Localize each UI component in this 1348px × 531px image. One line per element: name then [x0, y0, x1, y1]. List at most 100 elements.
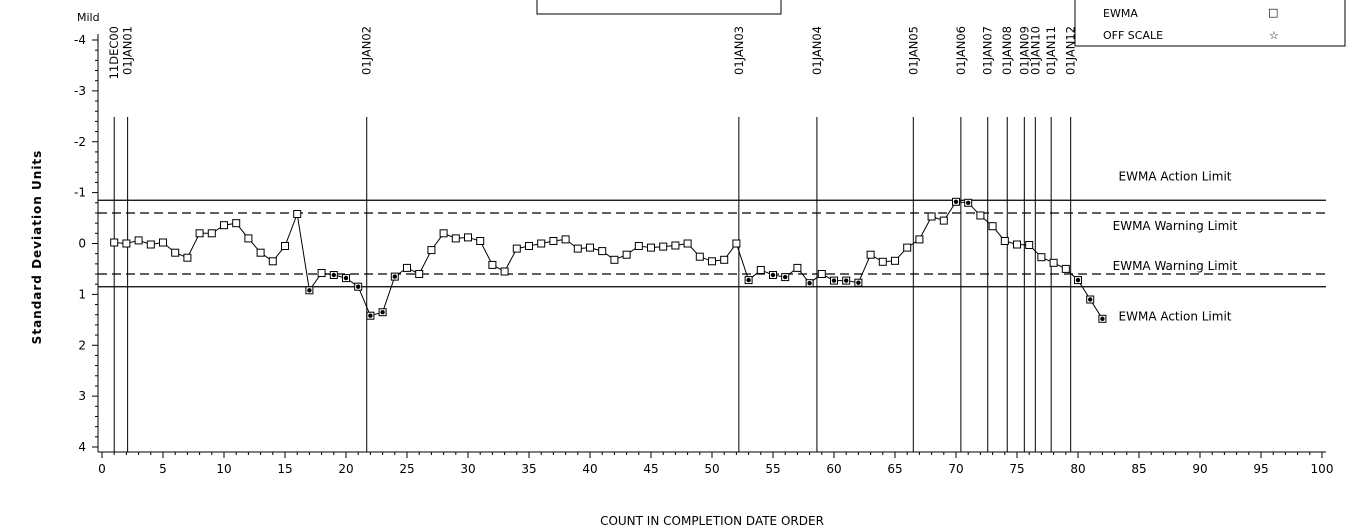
y-tick-label: -4: [74, 33, 86, 47]
ewma-point: [647, 243, 655, 252]
legend: EWMA □ OFF SCALE ☆: [1074, 0, 1346, 47]
ewma-point: [720, 255, 729, 264]
ewma-point: [817, 270, 826, 278]
ewma-point: [171, 248, 180, 257]
ewma-point: [512, 244, 521, 253]
x-tick-label: 80: [1070, 462, 1085, 476]
ewma-point: [878, 257, 887, 266]
date-marker-label: 01JAN09: [1017, 26, 1031, 75]
date-marker-label: 01JAN08: [1000, 26, 1014, 75]
y-tick-label: 0: [78, 237, 86, 251]
legend-label-off-scale: OFF SCALE: [1103, 29, 1163, 42]
ewma-point: [122, 239, 131, 248]
date-marker-label: 01JAN05: [906, 26, 920, 75]
ewma-point: [1049, 258, 1058, 267]
ewma-point: [1061, 264, 1070, 273]
ewma-point: [500, 267, 509, 276]
ewma-point: [598, 247, 607, 256]
y-tick-label: 1: [78, 287, 86, 301]
ewma-point-flag: [380, 310, 385, 315]
x-tick-label: 85: [1131, 462, 1146, 476]
date-marker-label: 11DEC00: [107, 26, 121, 79]
ewma-point-flag: [1088, 297, 1093, 302]
ewma-point: [281, 242, 289, 250]
date-marker-label: 01JAN07: [981, 26, 995, 75]
ewma-point: [525, 242, 533, 250]
ewma-point: [793, 263, 802, 272]
x-tick-label: 45: [643, 462, 658, 476]
x-tick-label: 35: [521, 462, 536, 476]
ewma-point: [586, 243, 594, 252]
y-tick-label: 4: [78, 440, 86, 454]
x-tick-label: 40: [582, 462, 597, 476]
ewma-point: [232, 219, 241, 228]
ewma-point: [671, 241, 680, 250]
ewma-point: [146, 240, 155, 249]
date-markers: 11DEC00 01JAN01 01JAN02 01JAN03 01JAN04 01JAN…: [107, 26, 1078, 452]
ewma-point-flag: [807, 281, 812, 286]
ewma-point-flag: [831, 278, 837, 283]
y-tick-label: -1: [74, 186, 86, 200]
x-tick-label: 70: [948, 462, 963, 476]
date-marker-label: 01JAN04: [810, 26, 824, 75]
ewma-series-line: [114, 201, 1103, 320]
ewma-point: [891, 256, 899, 265]
ewma-point: [488, 260, 497, 269]
ewma-point: [403, 263, 411, 272]
date-marker-label: 01JAN12: [1064, 26, 1078, 75]
ewma-point-flag: [856, 280, 861, 285]
ewma-point: [988, 222, 997, 231]
x-tick-label: 10: [216, 462, 231, 476]
ewma-point: [244, 234, 253, 243]
x-tick-label: 25: [399, 462, 414, 476]
ewma-point: [549, 237, 558, 245]
x-tick-label: 65: [887, 462, 902, 476]
ewma-point: [1025, 241, 1034, 249]
y-unit-label: Mild: [77, 11, 100, 24]
y-axis-title: Standard Deviation Units: [30, 150, 44, 345]
ewma-point: [866, 250, 875, 259]
ewma-point-flag: [343, 275, 349, 281]
ewma-point: [1013, 240, 1021, 249]
x-tick-label: 55: [765, 462, 780, 476]
ewma-point-flag: [1100, 316, 1105, 321]
ewma-point: [927, 212, 936, 221]
y-tick-label: -3: [74, 84, 86, 98]
x-tick-label: 60: [826, 462, 841, 476]
x-tick-label: 20: [338, 462, 353, 476]
ewma-point: [732, 239, 741, 248]
ewma-point: [464, 233, 472, 242]
ewma-point: [756, 266, 765, 274]
ewma-point-flag: [966, 200, 971, 205]
top-center-box: [536, 0, 782, 15]
ewma-point: [537, 239, 546, 248]
ewma-point: [427, 246, 436, 255]
x-tick-label: 5: [159, 462, 167, 476]
limit-label: EWMA Warning Limit: [1113, 259, 1238, 273]
ewma-point: [659, 242, 668, 251]
ewma-point: [110, 238, 119, 247]
x-tick-label: 90: [1192, 462, 1207, 476]
date-marker-label: 01JAN02: [360, 26, 374, 75]
legend-box: [1074, 0, 1346, 47]
ewma-point: [195, 229, 204, 238]
ewma-point: [268, 257, 277, 266]
ewma-point: [683, 239, 692, 248]
ewma-point: [573, 244, 582, 253]
ewma-point-flag: [746, 277, 751, 283]
y-tick-label: -2: [74, 135, 86, 149]
x-tick-label: 100: [1311, 462, 1334, 476]
ewma-point-flag: [770, 272, 776, 278]
ewma-point: [183, 253, 192, 262]
date-marker-label: 01JAN03: [732, 26, 746, 75]
ewma-point: [976, 211, 985, 220]
ewma-point-flag: [392, 274, 397, 279]
ewma-point-flag: [1075, 277, 1081, 283]
x-tick-label: 30: [460, 462, 475, 476]
date-marker-label: 01JAN01: [121, 26, 135, 75]
date-marker-label: 01JAN10: [1028, 26, 1042, 75]
ewma-point-flag: [783, 274, 788, 280]
limit-label: EWMA Action Limit: [1119, 169, 1232, 183]
x-tick-label: 50: [704, 462, 719, 476]
y-ticks: -4 -3 -2 -1 0 1 2 3 4: [74, 33, 98, 454]
